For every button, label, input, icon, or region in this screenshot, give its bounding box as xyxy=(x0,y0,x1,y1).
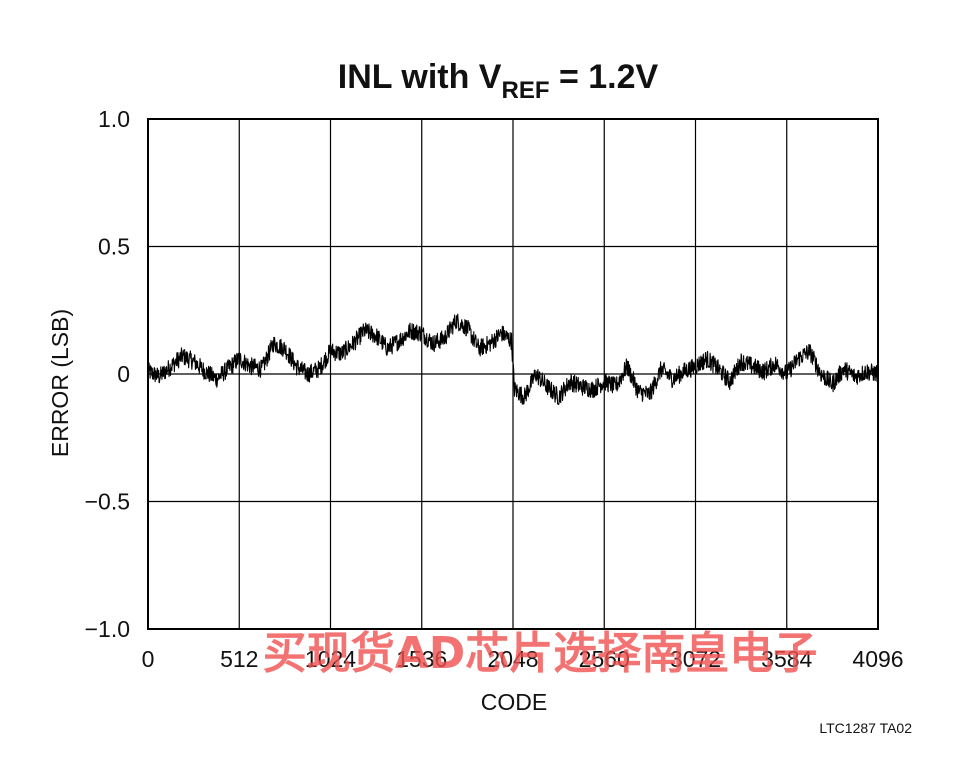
figure-footnote: LTC1287 TA02 xyxy=(819,720,912,736)
chart-title: INL with VREF = 1.2V xyxy=(338,58,659,104)
x-tick-label: 2560 xyxy=(579,646,630,672)
plot-frame xyxy=(147,118,879,630)
chart-title-subscript: REF xyxy=(502,77,550,104)
x-tick-labels: 0 512 1024 1536 2048 2560 3072 3584 4096 xyxy=(142,646,904,672)
y-tick-label: 0 xyxy=(117,361,130,387)
x-tick-label: 512 xyxy=(220,646,258,672)
x-tick-label: 0 xyxy=(142,646,155,672)
chart-title-suffix: = 1.2V xyxy=(550,58,659,96)
y-tick-label: −1.0 xyxy=(85,616,130,642)
y-tick-label: 1.0 xyxy=(98,106,130,132)
x-axis-label: CODE xyxy=(481,689,547,715)
y-tick-labels: 1.0 0.5 0 −0.5 −1.0 xyxy=(85,106,130,642)
inl-data-line xyxy=(147,313,879,405)
y-axis-label: ERROR (LSB) xyxy=(47,309,73,457)
chart-title-main: INL with V xyxy=(338,58,502,96)
y-tick-label: −0.5 xyxy=(85,489,130,515)
x-tick-label: 1536 xyxy=(396,646,447,672)
watermark-text: 买现货AD芯片选择南皇电子 xyxy=(263,628,818,679)
x-tick-label: 1024 xyxy=(305,646,356,672)
x-tick-label: 3584 xyxy=(761,646,812,672)
x-tick-label: 3072 xyxy=(670,646,721,672)
x-tick-label: 2048 xyxy=(487,646,538,672)
x-tick-label: 4096 xyxy=(852,646,903,672)
y-tick-label: 0.5 xyxy=(98,234,130,260)
